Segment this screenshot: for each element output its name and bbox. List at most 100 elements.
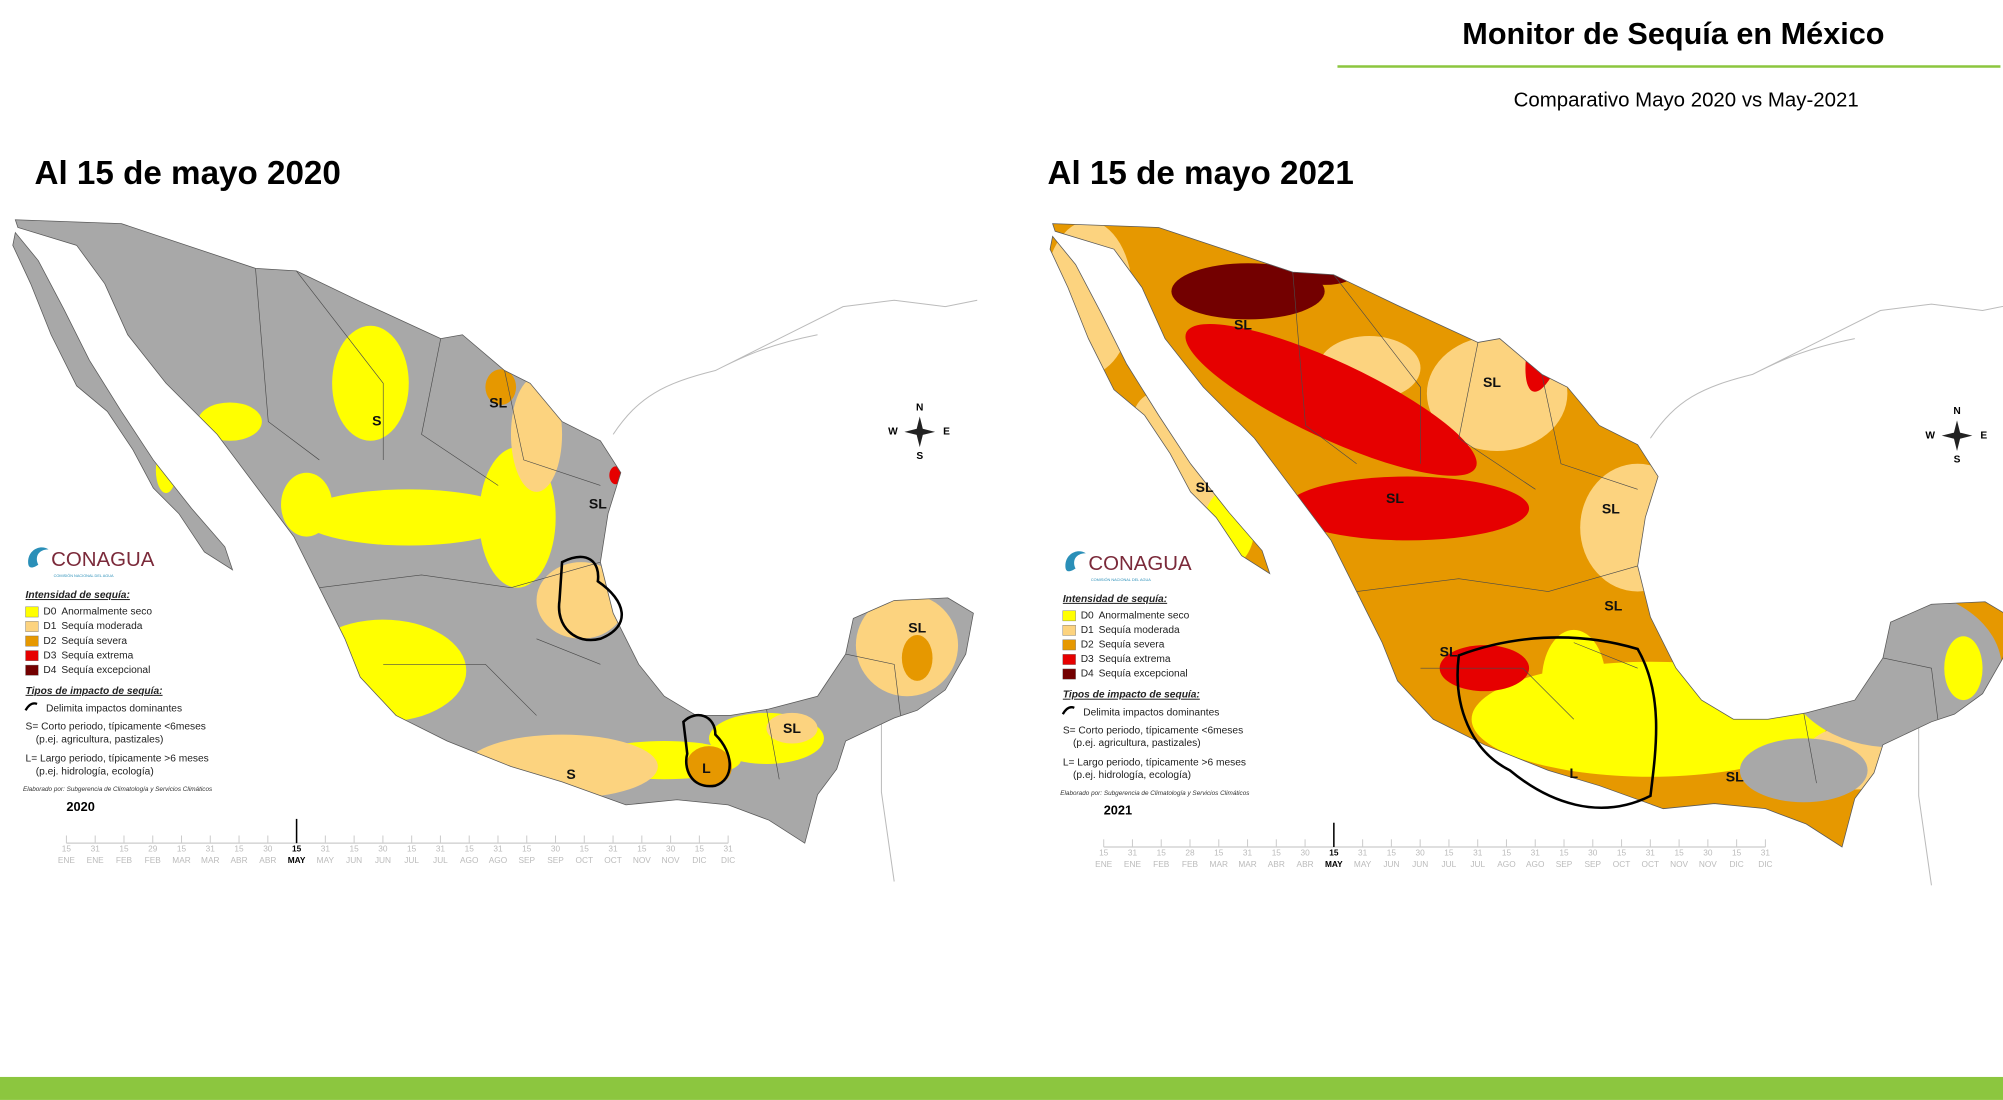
timeline-month: AGO [460,855,479,865]
timeline-month: SEP [1584,859,1601,869]
legend-code: D0 [43,607,56,618]
timeline-day: 31 [91,844,101,854]
year: 2020 [66,799,94,814]
timeline-day: 15 [407,844,417,854]
logo-mark [1065,551,1086,572]
logo: CONAGUA [51,549,155,571]
timeline-day: 15 [1387,848,1397,858]
timeline-day: 28 [1185,848,1195,858]
timeline-day: 15 [1444,848,1454,858]
timeline-month: ENE [1124,859,1142,869]
legend-label: Sequía severa [61,636,127,647]
timeline-month: JUN [375,855,391,865]
timeline-day: 15 [234,844,244,854]
timeline-day: 31 [724,844,734,854]
drought-area [281,472,333,537]
compass-w: W [1925,430,1935,441]
logo-tagline: COMISIÓN NACIONAL DEL AGUA [54,573,114,578]
impact-label: L [1569,765,1578,781]
logo: CONAGUA [1088,553,1192,575]
drought-area [1580,463,1696,592]
timeline-month: ABR [231,855,248,865]
legend-swatch [1062,654,1076,665]
timeline-day: 30 [263,844,273,854]
legend-swatch [1062,639,1076,651]
impact-line-icon [24,702,38,711]
legend-code: D1 [43,621,56,632]
timeline-day: 30 [666,844,676,854]
compass-rose [904,416,936,448]
panel-heading: Al 15 de mayo 2020 [34,155,340,192]
impact-item: Delimita impactos dominantes [46,704,182,715]
footer-bar [0,1076,2003,1100]
legend-label: Anormalmente seco [1099,610,1190,621]
timeline-day: 15 [1732,848,1742,858]
timeline-month: OCT [576,855,594,865]
timeline-day: 30 [1703,848,1713,858]
compass-rose [1941,420,1973,451]
legend-code: D0 [1081,610,1094,621]
timeline-month: FEB [1153,859,1170,869]
timeline-day: 15 [1157,848,1167,858]
timeline-month: OCT [604,855,622,865]
legend-swatch [25,621,39,632]
timeline-month: MAY [288,855,306,865]
drought-area [1050,223,1134,375]
impact-label: SL [908,619,926,635]
legend-label: Anormalmente seco [61,607,152,618]
timeline-day: 15 [1502,848,1512,858]
legend-code: D2 [1081,640,1094,651]
timeline-month: ABR [1297,859,1314,869]
timeline-month: FEB [116,855,133,865]
legend-swatch [25,650,39,661]
timeline-month: OCT [1642,859,1660,869]
drought-map: SL SL SL SL SL SL SL L SL N S W E CONAGUA COMISIÓN NAC… [1049,223,2003,886]
drought-area [155,447,177,494]
timeline-day: 31 [436,844,446,854]
impact-label: SL [1602,500,1620,516]
impact-label: SL [1196,479,1214,495]
timeline-day: 31 [1243,848,1253,858]
timeline-month: MAY [317,855,335,865]
compass-s: S [916,451,923,462]
timeline-day: 30 [378,844,388,854]
timeline-day: 31 [1358,848,1368,858]
panel-heading: Al 15 de mayo 2021 [1047,155,1353,192]
compass-w: W [888,427,898,438]
legend-swatch [1062,668,1076,680]
compass-e: E [943,427,950,438]
timeline-month: ENE [87,855,105,865]
timeline-day: 15 [637,844,647,854]
legend-code: D4 [43,665,56,676]
timeline-day: 15 [1214,848,1224,858]
compass-e: E [1980,430,1987,441]
timeline-day: 15 [1617,848,1627,858]
timeline-month: MAR [1238,859,1256,869]
year: 2021 [1104,803,1132,818]
timeline-day: 15 [1559,848,1569,858]
impact-label: SL [1234,317,1252,333]
timeline-month: JUL [1470,859,1485,869]
timeline-day: 15 [292,844,302,854]
legend-label: Sequía severa [1099,640,1165,651]
impact-item: (p.ej. agricultura, pastizales) [1073,738,1201,749]
state-borders [1164,272,1939,784]
legend-code: D3 [43,650,56,661]
drought-area [685,746,732,787]
timeline-day: 31 [1531,848,1541,858]
timeline-month: JUN [1412,859,1428,869]
timeline-month: ENE [58,855,76,865]
legend-title: Intensidad de sequía: [26,590,130,601]
drought-area [901,634,933,681]
legend-label: Sequía moderada [61,621,142,632]
timeline-month: FEB [145,855,162,865]
legend-swatch [25,606,39,618]
drought-area [332,325,409,441]
impact-label: SL [589,495,607,511]
timeline-month: ENE [1095,859,1113,869]
drought-area [1286,476,1530,541]
impact-boundary [1456,636,1658,809]
timeline-day: 15 [1329,848,1339,858]
timeline-month: SEP [547,855,564,865]
impact-label: SL [1483,374,1501,390]
